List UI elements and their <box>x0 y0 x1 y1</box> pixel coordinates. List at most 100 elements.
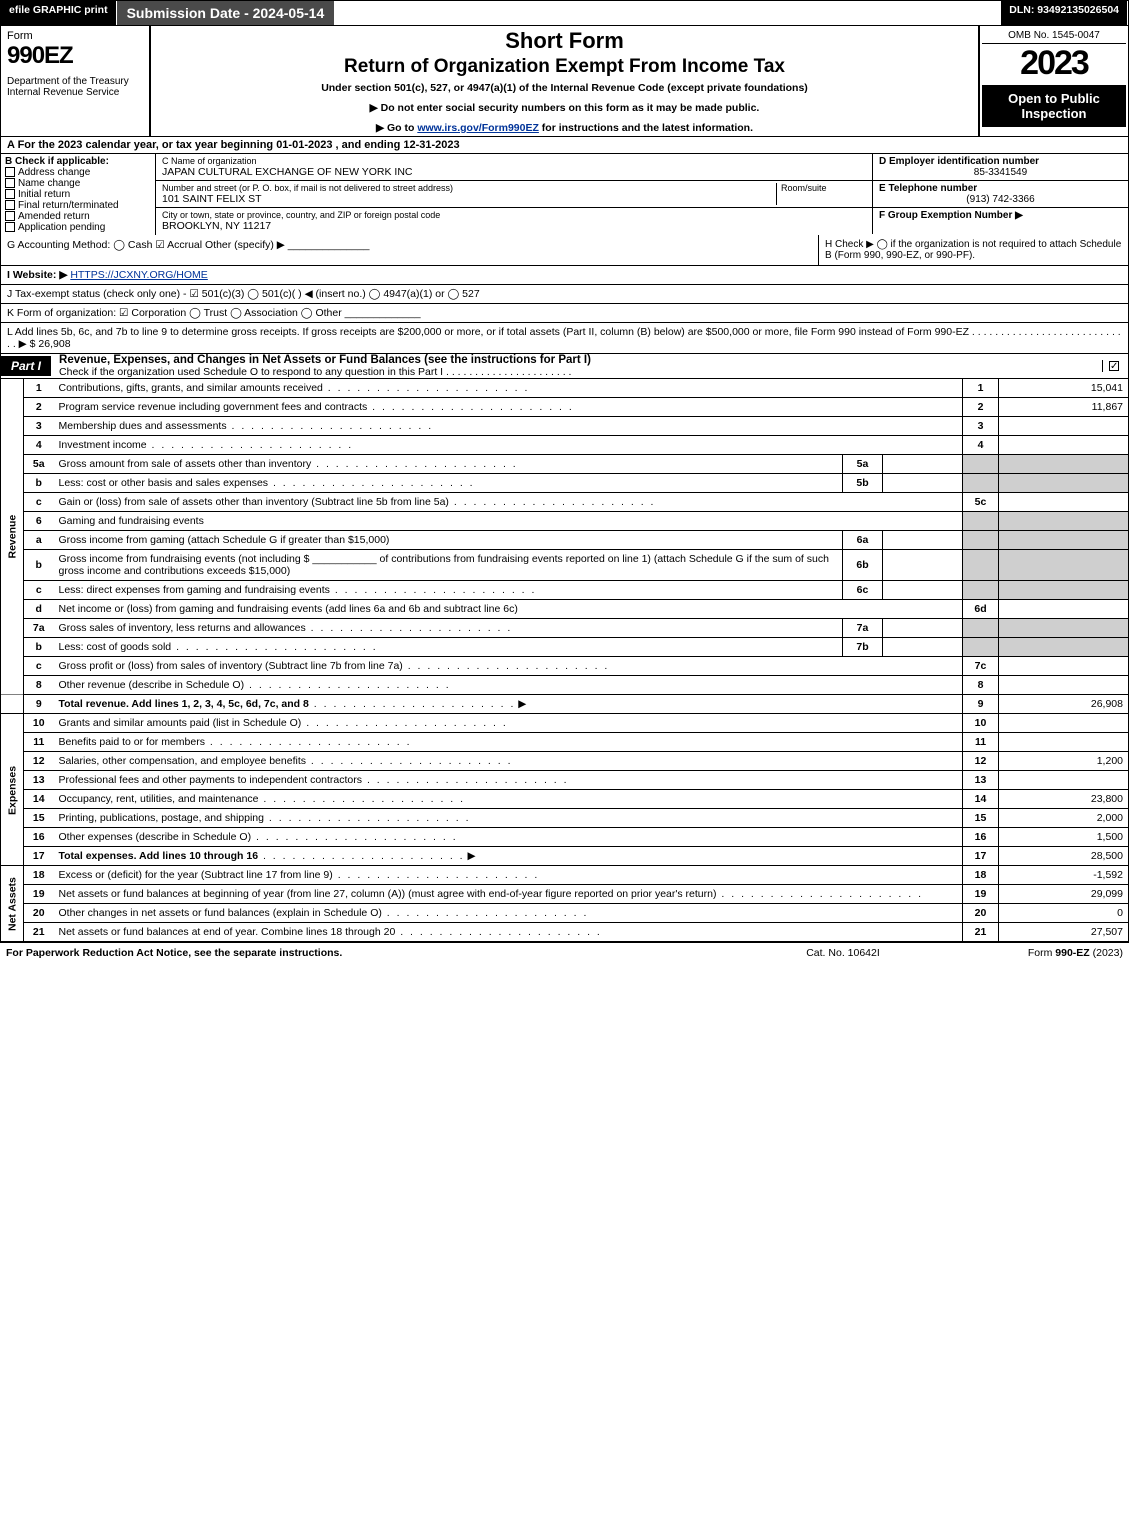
omb-number: OMB No. 1545-0047 <box>982 28 1126 44</box>
city-state-zip: BROOKLYN, NY 11217 <box>162 220 866 232</box>
section-cde: C Name of organization JAPAN CULTURAL EX… <box>156 154 1128 235</box>
line-6: 6 Gaming and fundraising events <box>1 512 1129 531</box>
line-15: 15 Printing, publications, postage, and … <box>1 809 1129 828</box>
header-center: Short Form Return of Organization Exempt… <box>151 26 978 136</box>
department-label: Department of the Treasury Internal Reve… <box>7 76 143 98</box>
line-20: 20 Other changes in net assets or fund b… <box>1 904 1129 923</box>
amt-16: 1,500 <box>999 828 1129 847</box>
line-6b: b Gross income from fundraising events (… <box>1 550 1129 581</box>
side-netassets: Net Assets <box>1 866 24 942</box>
amt-18: -1,592 <box>999 866 1129 885</box>
check-amended-return[interactable]: Amended return <box>5 211 151 222</box>
org-name-cell: C Name of organization JAPAN CULTURAL EX… <box>156 154 872 181</box>
section-d: D Employer identification number 85-3341… <box>873 154 1128 181</box>
line-2: 2 Program service revenue including gove… <box>1 398 1129 417</box>
amt-14: 23,800 <box>999 790 1129 809</box>
inst2-pre: ▶ Go to <box>376 122 417 134</box>
footer-notice: For Paperwork Reduction Act Notice, see … <box>6 947 743 959</box>
amt-9: 26,908 <box>999 695 1129 714</box>
efile-print-label[interactable]: efile GRAPHIC print <box>1 1 117 25</box>
footer-catno: Cat. No. 10642I <box>743 947 943 959</box>
instruction-ssn: ▶ Do not enter social security numbers o… <box>157 102 972 114</box>
lines-table: Revenue 1 Contributions, gifts, grants, … <box>0 379 1129 942</box>
section-e: E Telephone number (913) 742-3366 <box>873 181 1128 208</box>
amt-17: 28,500 <box>999 847 1129 866</box>
footer-formref: Form 990-EZ (2023) <box>943 947 1123 959</box>
line-7b: b Less: cost of goods sold 7b <box>1 638 1129 657</box>
line-17: 17 Total expenses. Add lines 10 through … <box>1 847 1129 866</box>
section-i: I Website: ▶ HTTPS://JCXNY.ORG/HOME <box>0 266 1129 285</box>
section-g: G Accounting Method: ◯ Cash ☑ Accrual Ot… <box>1 235 818 265</box>
form-word: Form <box>7 30 143 42</box>
line-6c: c Less: direct expenses from gaming and … <box>1 581 1129 600</box>
section-l: L Add lines 5b, 6c, and 7b to line 9 to … <box>0 323 1129 354</box>
line-10: Expenses 10 Grants and similar amounts p… <box>1 714 1129 733</box>
website-link[interactable]: HTTPS://JCXNY.ORG/HOME <box>70 269 208 281</box>
line-13: 13 Professional fees and other payments … <box>1 771 1129 790</box>
phone-value: (913) 742-3366 <box>879 194 1122 205</box>
header-block: B Check if applicable: Address change Na… <box>0 154 1129 235</box>
amt-12: 1,200 <box>999 752 1129 771</box>
side-revenue: Revenue <box>1 379 24 695</box>
check-initial-return[interactable]: Initial return <box>5 189 151 200</box>
form-header: Form 990EZ Department of the Treasury In… <box>0 26 1129 137</box>
line-5a: 5a Gross amount from sale of assets othe… <box>1 455 1129 474</box>
line-18: Net Assets 18 Excess or (deficit) for th… <box>1 866 1129 885</box>
page-footer: For Paperwork Reduction Act Notice, see … <box>0 942 1129 963</box>
ein-value: 85-3341549 <box>879 167 1122 178</box>
subtitle-section: Under section 501(c), 527, or 4947(a)(1)… <box>157 82 972 94</box>
line-6a: a Gross income from gaming (attach Sched… <box>1 531 1129 550</box>
line-5c: c Gain or (loss) from sale of assets oth… <box>1 493 1129 512</box>
city-cell: City or town, state or province, country… <box>156 208 872 234</box>
tax-year: 2023 <box>982 44 1126 83</box>
section-j: J Tax-exempt status (check only one) - ☑… <box>0 285 1129 304</box>
line-14: 14 Occupancy, rent, utilities, and maint… <box>1 790 1129 809</box>
instruction-goto: ▶ Go to www.irs.gov/Form990EZ for instru… <box>157 122 972 134</box>
line-9: 9 Total revenue. Add lines 1, 2, 3, 4, 5… <box>1 695 1129 714</box>
section-b-label: B Check if applicable: <box>5 156 151 167</box>
line-7c: c Gross profit or (loss) from sales of i… <box>1 657 1129 676</box>
check-final-return[interactable]: Final return/terminated <box>5 200 151 211</box>
line-19: 19 Net assets or fund balances at beginn… <box>1 885 1129 904</box>
row-gh: G Accounting Method: ◯ Cash ☑ Accrual Ot… <box>0 235 1129 266</box>
line-21: 21 Net assets or fund balances at end of… <box>1 923 1129 942</box>
check-address-change[interactable]: Address change <box>5 167 151 178</box>
amt-19: 29,099 <box>999 885 1129 904</box>
line-3: 3 Membership dues and assessments 3 <box>1 417 1129 436</box>
header-left: Form 990EZ Department of the Treasury In… <box>1 26 151 136</box>
line-5b: b Less: cost or other basis and sales ex… <box>1 474 1129 493</box>
street-cell: Number and street (or P. O. box, if mail… <box>156 181 872 208</box>
check-application-pending[interactable]: Application pending <box>5 222 151 233</box>
irs-link[interactable]: www.irs.gov/Form990EZ <box>417 122 539 134</box>
dln-label: DLN: 93492135026504 <box>1001 1 1128 25</box>
submission-date: Submission Date - 2024-05-14 <box>117 1 336 25</box>
section-b: B Check if applicable: Address change Na… <box>1 154 156 235</box>
part1-tag: Part I <box>1 356 51 376</box>
header-right: OMB No. 1545-0047 2023 Open to Public In… <box>978 26 1128 136</box>
check-name-change[interactable]: Name change <box>5 178 151 189</box>
org-name: JAPAN CULTURAL EXCHANGE OF NEW YORK INC <box>162 166 866 178</box>
section-h: H Check ▶ ◯ if the organization is not r… <box>818 235 1128 265</box>
line-12: 12 Salaries, other compensation, and emp… <box>1 752 1129 771</box>
line-1: Revenue 1 Contributions, gifts, grants, … <box>1 379 1129 398</box>
side-expenses: Expenses <box>1 714 24 866</box>
open-public-badge: Open to Public Inspection <box>982 85 1126 127</box>
efile-topbar: efile GRAPHIC print Submission Date - 20… <box>0 0 1129 26</box>
line-8: 8 Other revenue (describe in Schedule O)… <box>1 676 1129 695</box>
line-6d: d Net income or (loss) from gaming and f… <box>1 600 1129 619</box>
amt-2: 11,867 <box>999 398 1129 417</box>
section-k: K Form of organization: ☑ Corporation ◯ … <box>0 304 1129 323</box>
amt-21: 27,507 <box>999 923 1129 942</box>
inst2-post: for instructions and the latest informat… <box>539 122 753 134</box>
amt-15: 2,000 <box>999 809 1129 828</box>
part1-checkbox[interactable] <box>1102 360 1128 372</box>
title-short-form: Short Form <box>157 28 972 54</box>
line-7a: 7a Gross sales of inventory, less return… <box>1 619 1129 638</box>
street-address: 101 SAINT FELIX ST <box>162 193 776 205</box>
part1-title: Revenue, Expenses, and Changes in Net As… <box>51 354 1102 378</box>
line-16: 16 Other expenses (describe in Schedule … <box>1 828 1129 847</box>
line-4: 4 Investment income 4 <box>1 436 1129 455</box>
line-11: 11 Benefits paid to or for members 11 <box>1 733 1129 752</box>
line-a-tax-year: A For the 2023 calendar year, or tax yea… <box>0 137 1129 154</box>
amt-1: 15,041 <box>999 379 1129 398</box>
